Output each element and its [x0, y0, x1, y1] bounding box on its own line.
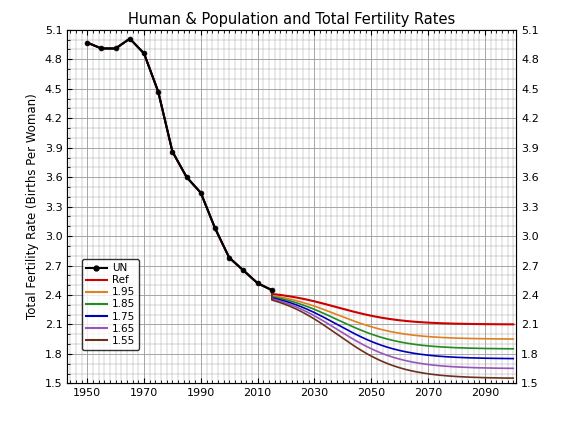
Legend: UN, Ref, 1.95, 1.85, 1.75, 1.65, 1.55: UN, Ref, 1.95, 1.85, 1.75, 1.65, 1.55 — [81, 259, 139, 350]
Title: Human & Population and Total Fertility Rates: Human & Population and Total Fertility R… — [128, 12, 456, 27]
UN — [211, 226, 218, 231]
UN — [155, 89, 162, 94]
UN — [126, 36, 133, 41]
UN — [98, 46, 105, 51]
UN — [197, 190, 204, 196]
UN — [240, 268, 247, 273]
UN — [84, 40, 90, 45]
UN — [112, 46, 119, 51]
Line: UN: UN — [85, 36, 274, 293]
UN — [254, 281, 261, 286]
Y-axis label: Total Fertility Rate (Births Per Woman): Total Fertility Rate (Births Per Woman) — [26, 94, 39, 320]
UN — [169, 149, 176, 154]
UN — [226, 255, 233, 260]
UN — [183, 175, 190, 180]
UN — [269, 288, 275, 293]
UN — [141, 51, 148, 56]
